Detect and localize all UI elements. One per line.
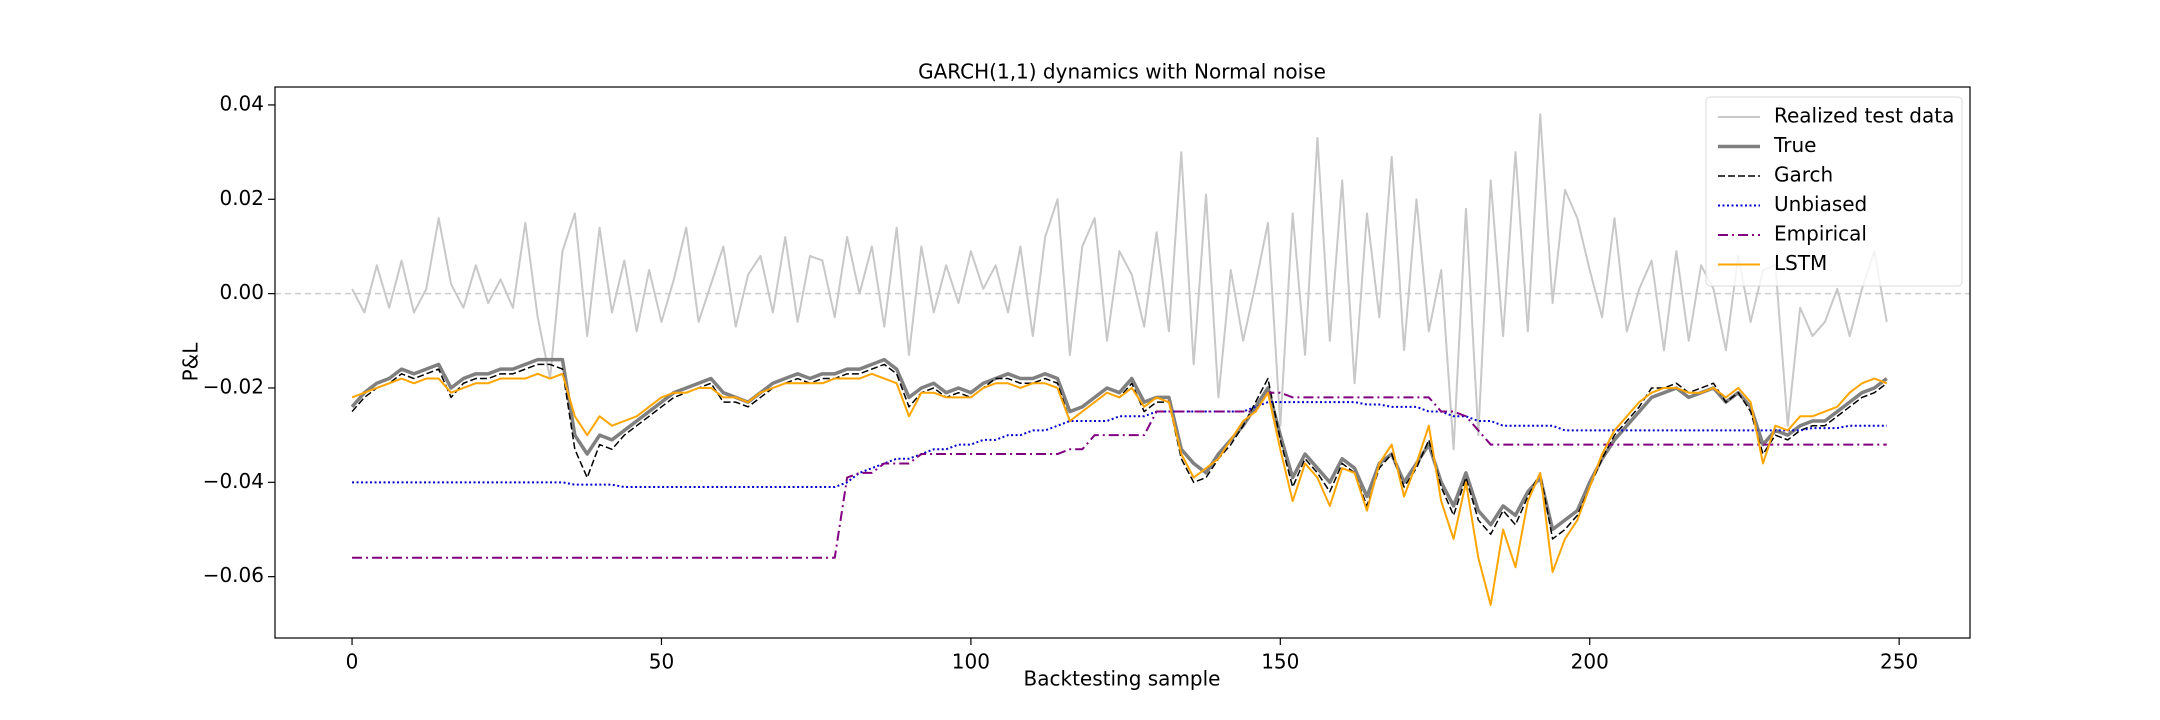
plot-frame xyxy=(274,86,1971,639)
y-tick-label: 0.04 xyxy=(219,91,264,115)
series-line xyxy=(352,401,1887,489)
legend-label: LSTM xyxy=(1774,251,1827,275)
legend-label: Empirical xyxy=(1774,222,1867,246)
y-tick-label: 0.02 xyxy=(219,186,264,210)
y-tick-label: −0.06 xyxy=(203,563,264,587)
x-tick-label: 50 xyxy=(649,650,674,674)
x-tick-label: 100 xyxy=(952,650,990,674)
chart-title: GARCH(1,1) dynamics with Normal noise xyxy=(918,60,1326,84)
legend-label: Realized test data xyxy=(1774,104,1954,128)
series-line xyxy=(351,113,1888,451)
x-tick-label: 200 xyxy=(1571,650,1609,674)
legend-box xyxy=(1705,96,1963,287)
series-line xyxy=(352,391,1887,559)
series-line xyxy=(350,357,1888,532)
x-tick-label: 250 xyxy=(1880,650,1918,674)
legend-label: Unbiased xyxy=(1774,192,1867,216)
y-tick-label: 0.00 xyxy=(219,280,264,304)
x-tick-label: 0 xyxy=(346,650,359,674)
series-line xyxy=(351,372,1888,606)
y-tick-label: −0.04 xyxy=(203,469,264,493)
legend-label: Garch xyxy=(1774,163,1833,187)
y-tick-label: −0.02 xyxy=(203,374,264,398)
x-tick-label: 150 xyxy=(1261,650,1299,674)
y-axis-label: P&L xyxy=(179,342,203,382)
x-axis-label: Backtesting sample xyxy=(1024,667,1221,691)
legend-label: True xyxy=(1773,133,1816,157)
